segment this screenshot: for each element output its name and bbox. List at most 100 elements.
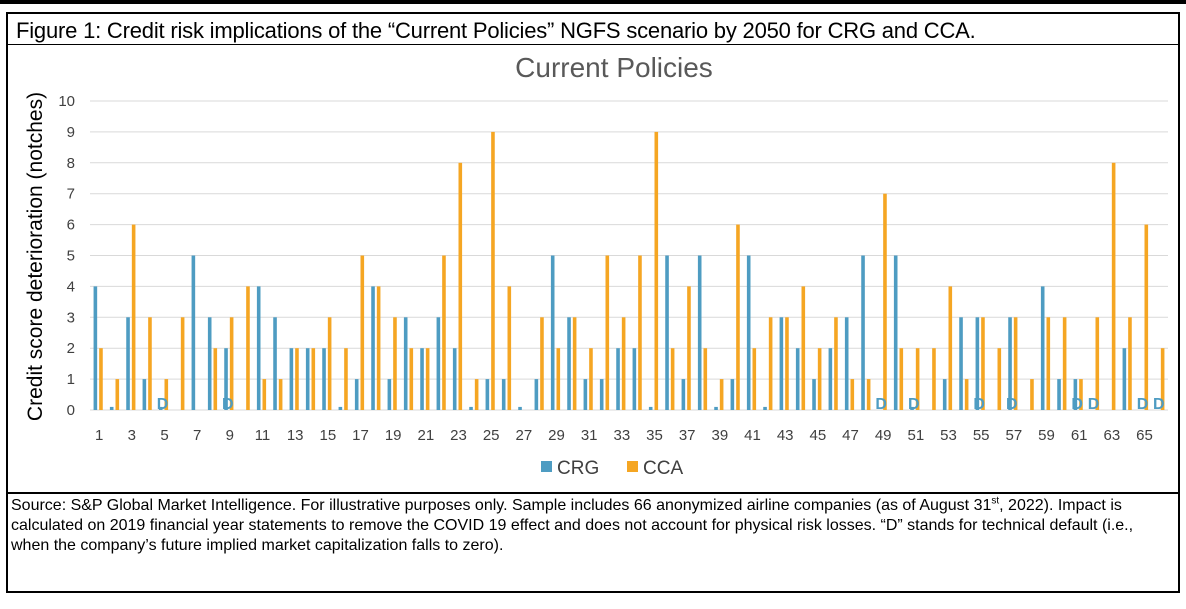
bar-crg-12 bbox=[273, 317, 277, 410]
bar-cca-66 bbox=[1160, 348, 1165, 410]
default-label-66: D bbox=[1153, 396, 1165, 413]
bar-cca-16 bbox=[344, 348, 348, 410]
y-tick-label: 0 bbox=[67, 402, 75, 419]
bar-cca-64 bbox=[1128, 317, 1132, 410]
bar-crg-29 bbox=[550, 255, 555, 410]
bar-cca-23 bbox=[458, 162, 463, 410]
bar-crg-7 bbox=[191, 255, 196, 410]
default-label-5: D bbox=[157, 396, 169, 413]
y-tick-label: 7 bbox=[67, 186, 75, 203]
bar-cca-42 bbox=[768, 317, 773, 410]
bar-cca-29 bbox=[556, 348, 561, 410]
bar-crg-24 bbox=[469, 406, 473, 410]
bar-crg-47 bbox=[844, 317, 849, 410]
x-tick-label: 25 bbox=[483, 427, 500, 444]
bar-crg-9 bbox=[224, 348, 228, 410]
bar-crg-54 bbox=[959, 317, 963, 410]
bar-crg-64 bbox=[1122, 348, 1127, 410]
bar-cca-57 bbox=[1013, 317, 1018, 410]
default-label-49: D bbox=[875, 396, 887, 413]
bar-crg-36 bbox=[665, 255, 669, 410]
bar-crg-27 bbox=[518, 406, 522, 410]
top-border bbox=[0, 0, 1186, 4]
x-tick-label: 29 bbox=[548, 427, 565, 444]
bar-cca-38 bbox=[703, 348, 708, 410]
bar-cca-21 bbox=[425, 348, 430, 410]
x-tick-label: 7 bbox=[193, 427, 201, 444]
bar-crg-44 bbox=[795, 348, 800, 410]
y-axis-label: Credit score deterioration (notches) bbox=[24, 92, 47, 421]
bar-cca-26 bbox=[507, 286, 512, 410]
bar-cca-15 bbox=[327, 317, 332, 410]
y-tick-label: 1 bbox=[67, 371, 75, 388]
bar-cca-59 bbox=[1046, 317, 1051, 410]
x-tick-label: 47 bbox=[842, 427, 859, 444]
bar-cca-30 bbox=[572, 317, 577, 410]
chart-title: Current Policies bbox=[515, 52, 713, 83]
bar-cca-11 bbox=[262, 379, 267, 410]
bar-crg-20 bbox=[403, 317, 408, 410]
y-tick-label: 10 bbox=[58, 93, 75, 110]
x-tick-label: 63 bbox=[1103, 427, 1120, 444]
bar-crg-57 bbox=[1008, 317, 1012, 410]
bar-cca-24 bbox=[474, 379, 479, 410]
legend-label-crg: CRG bbox=[557, 458, 599, 479]
y-tick-label: 4 bbox=[67, 278, 75, 295]
bar-cca-54 bbox=[964, 379, 969, 410]
bar-crg-16 bbox=[338, 406, 343, 410]
bar-cca-52 bbox=[932, 348, 936, 410]
bar-crg-4 bbox=[142, 379, 147, 410]
legend-swatch-cca bbox=[627, 461, 638, 472]
bar-crg-40 bbox=[730, 379, 735, 410]
bar-crg-11 bbox=[256, 286, 261, 410]
bar-cca-55 bbox=[981, 317, 985, 410]
bar-cca-39 bbox=[719, 379, 724, 410]
default-label-57: D bbox=[1006, 396, 1018, 413]
bar-cca-36 bbox=[670, 348, 675, 410]
bar-cca-35 bbox=[654, 131, 659, 410]
x-tick-label: 53 bbox=[940, 427, 957, 444]
bar-crg-23 bbox=[452, 348, 457, 410]
x-tick-label: 39 bbox=[711, 427, 728, 444]
bar-cca-31 bbox=[589, 348, 593, 410]
bar-crg-2 bbox=[109, 406, 114, 410]
bar-cca-33 bbox=[621, 317, 626, 410]
bar-cca-50 bbox=[899, 348, 904, 410]
bar-cca-43 bbox=[785, 317, 789, 410]
bar-cca-20 bbox=[409, 348, 414, 410]
bar-crg-45 bbox=[812, 379, 816, 410]
default-label-55: D bbox=[973, 396, 985, 413]
bar-cca-8 bbox=[213, 348, 218, 410]
bar-cca-2 bbox=[115, 379, 120, 410]
x-tick-label: 55 bbox=[973, 427, 990, 444]
x-tick-label: 35 bbox=[646, 427, 663, 444]
y-tick-labels: 0 1 2 3 4 5 6 7 8 9 10 bbox=[58, 93, 75, 419]
x-tick-label: 15 bbox=[319, 427, 336, 444]
bar-crg-59 bbox=[1040, 286, 1045, 410]
x-tick-label: 31 bbox=[581, 427, 598, 444]
x-tick-label: 21 bbox=[417, 427, 434, 444]
bar-crg-1 bbox=[93, 286, 98, 410]
bar-cca-18 bbox=[376, 286, 381, 410]
source-superscript: st bbox=[991, 495, 1000, 507]
bar-crg-32 bbox=[599, 379, 604, 410]
default-label-9: D bbox=[222, 396, 234, 413]
bar-cca-56 bbox=[997, 348, 1002, 410]
bar-crg-43 bbox=[779, 317, 784, 410]
title-divider bbox=[8, 44, 1178, 45]
bar-crg-26 bbox=[501, 379, 506, 410]
x-tick-label: 9 bbox=[226, 427, 234, 444]
x-tick-label: 45 bbox=[809, 427, 826, 444]
x-tick-label: 65 bbox=[1136, 427, 1153, 444]
bar-crg-39 bbox=[714, 406, 718, 410]
legend: CRG CCA bbox=[541, 458, 683, 479]
x-tick-label: 23 bbox=[450, 427, 467, 444]
y-tick-label: 5 bbox=[67, 248, 75, 265]
x-tick-label: 17 bbox=[352, 427, 369, 444]
bar-crg-61 bbox=[1073, 379, 1078, 410]
bar-crg-8 bbox=[207, 317, 212, 410]
bar-crg-53 bbox=[942, 379, 947, 410]
bar-cca-65 bbox=[1144, 224, 1149, 410]
